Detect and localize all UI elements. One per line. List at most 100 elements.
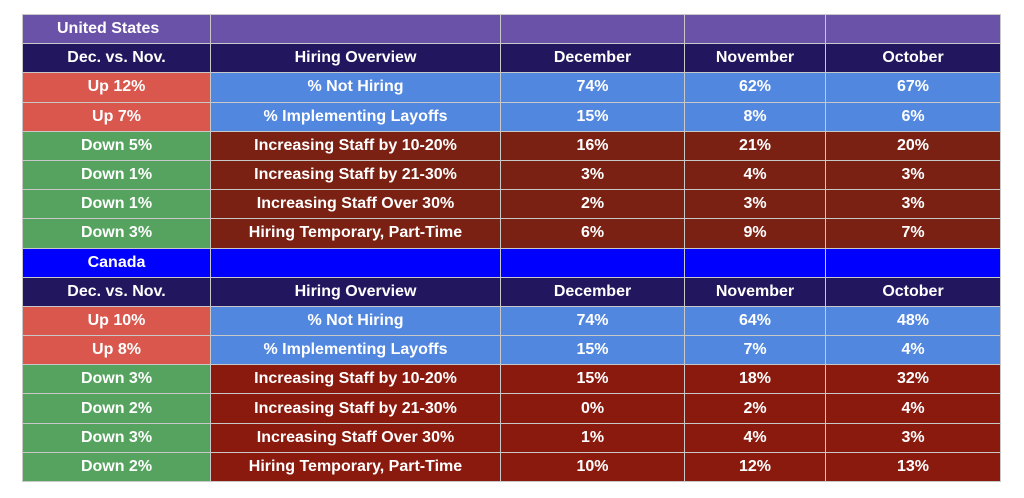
change-cell[interactable]: Down 5%	[22, 130, 211, 161]
table-row: Down 1% Increasing Staff Over 30% 2% 3% …	[22, 189, 1001, 220]
october-cell[interactable]: 4%	[825, 335, 1001, 366]
december-cell[interactable]: 16%	[500, 130, 685, 161]
december-cell[interactable]: 1%	[500, 422, 685, 453]
header-hiring-overview[interactable]: Hiring Overview	[210, 43, 501, 74]
change-cell[interactable]: Up 8%	[22, 335, 211, 366]
region-title-row: United States	[22, 13, 1001, 45]
november-cell[interactable]: 64%	[684, 305, 826, 337]
empty-cell[interactable]	[210, 247, 501, 278]
header-october[interactable]: October	[825, 276, 1001, 307]
metric-cell[interactable]: Increasing Staff by 10-20%	[210, 130, 501, 161]
metric-cell[interactable]: % Implementing Layoffs	[210, 101, 501, 132]
change-cell[interactable]: Down 3%	[22, 218, 211, 249]
table-row: Down 3% Hiring Temporary, Part-Time 6% 9…	[22, 218, 1001, 249]
november-cell[interactable]: 4%	[684, 422, 826, 453]
header-october[interactable]: October	[825, 43, 1001, 74]
october-cell[interactable]: 20%	[825, 130, 1001, 161]
december-cell[interactable]: 6%	[500, 218, 685, 249]
october-cell[interactable]: 13%	[825, 451, 1001, 483]
empty-cell[interactable]	[825, 247, 1001, 278]
change-cell[interactable]: Down 1%	[22, 189, 211, 220]
change-cell[interactable]: Down 1%	[22, 159, 211, 191]
table-row: Down 3% Increasing Staff Over 30% 1% 4% …	[22, 422, 1001, 453]
november-cell[interactable]: 4%	[684, 159, 826, 191]
header-row: Dec. vs. Nov. Hiring Overview December N…	[22, 43, 1001, 74]
table-row: Up 12% % Not Hiring 74% 62% 67%	[22, 72, 1001, 103]
hiring-spreadsheet: United States Dec. vs. Nov. Hiring Overv…	[22, 13, 1001, 483]
metric-cell[interactable]: Increasing Staff Over 30%	[210, 422, 501, 453]
region-title[interactable]: Canada	[22, 247, 211, 278]
metric-cell[interactable]: Increasing Staff by 10-20%	[210, 364, 501, 395]
table-row: Down 2% Increasing Staff by 21-30% 0% 2%…	[22, 393, 1001, 424]
header-row: Dec. vs. Nov. Hiring Overview December N…	[22, 276, 1001, 307]
change-cell[interactable]: Down 2%	[22, 393, 211, 424]
december-cell[interactable]: 15%	[500, 101, 685, 132]
table-row: Down 5% Increasing Staff by 10-20% 16% 2…	[22, 130, 1001, 161]
november-cell[interactable]: 2%	[684, 393, 826, 424]
region-canada: Canada Dec. vs. Nov. Hiring Overview Dec…	[22, 247, 1001, 483]
region-title[interactable]: United States	[22, 13, 211, 45]
december-cell[interactable]: 74%	[500, 72, 685, 103]
december-cell[interactable]: 15%	[500, 364, 685, 395]
empty-cell[interactable]	[500, 13, 685, 45]
october-cell[interactable]: 48%	[825, 305, 1001, 337]
change-cell[interactable]: Down 2%	[22, 451, 211, 483]
november-cell[interactable]: 8%	[684, 101, 826, 132]
october-cell[interactable]: 3%	[825, 422, 1001, 453]
november-cell[interactable]: 3%	[684, 189, 826, 220]
october-cell[interactable]: 4%	[825, 393, 1001, 424]
empty-cell[interactable]	[684, 247, 826, 278]
region-title-row: Canada	[22, 247, 1001, 278]
metric-cell[interactable]: Increasing Staff by 21-30%	[210, 393, 501, 424]
november-cell[interactable]: 62%	[684, 72, 826, 103]
change-cell[interactable]: Down 3%	[22, 364, 211, 395]
october-cell[interactable]: 67%	[825, 72, 1001, 103]
empty-cell[interactable]	[825, 13, 1001, 45]
november-cell[interactable]: 18%	[684, 364, 826, 395]
table-row: Down 2% Hiring Temporary, Part-Time 10% …	[22, 451, 1001, 483]
table-row: Up 8% % Implementing Layoffs 15% 7% 4%	[22, 335, 1001, 366]
metric-cell[interactable]: Hiring Temporary, Part-Time	[210, 218, 501, 249]
december-cell[interactable]: 74%	[500, 305, 685, 337]
change-cell[interactable]: Down 3%	[22, 422, 211, 453]
empty-cell[interactable]	[684, 13, 826, 45]
empty-cell[interactable]	[210, 13, 501, 45]
november-cell[interactable]: 9%	[684, 218, 826, 249]
header-december[interactable]: December	[500, 43, 685, 74]
table-row: Up 10% % Not Hiring 74% 64% 48%	[22, 305, 1001, 337]
october-cell[interactable]: 3%	[825, 159, 1001, 191]
metric-cell[interactable]: Increasing Staff by 21-30%	[210, 159, 501, 191]
header-november[interactable]: November	[684, 276, 826, 307]
change-cell[interactable]: Up 7%	[22, 101, 211, 132]
october-cell[interactable]: 3%	[825, 189, 1001, 220]
change-cell[interactable]: Up 10%	[22, 305, 211, 337]
metric-cell[interactable]: Hiring Temporary, Part-Time	[210, 451, 501, 483]
october-cell[interactable]: 6%	[825, 101, 1001, 132]
november-cell[interactable]: 12%	[684, 451, 826, 483]
december-cell[interactable]: 15%	[500, 335, 685, 366]
table-row: Up 7% % Implementing Layoffs 15% 8% 6%	[22, 101, 1001, 132]
table-row: Down 3% Increasing Staff by 10-20% 15% 1…	[22, 364, 1001, 395]
october-cell[interactable]: 7%	[825, 218, 1001, 249]
change-cell[interactable]: Up 12%	[22, 72, 211, 103]
november-cell[interactable]: 21%	[684, 130, 826, 161]
header-december[interactable]: December	[500, 276, 685, 307]
december-cell[interactable]: 2%	[500, 189, 685, 220]
december-cell[interactable]: 3%	[500, 159, 685, 191]
table-row: Down 1% Increasing Staff by 21-30% 3% 4%…	[22, 159, 1001, 191]
metric-cell[interactable]: % Not Hiring	[210, 305, 501, 337]
header-change[interactable]: Dec. vs. Nov.	[22, 276, 211, 307]
october-cell[interactable]: 32%	[825, 364, 1001, 395]
metric-cell[interactable]: % Implementing Layoffs	[210, 335, 501, 366]
header-change[interactable]: Dec. vs. Nov.	[22, 43, 211, 74]
header-november[interactable]: November	[684, 43, 826, 74]
hiring-table: United States Dec. vs. Nov. Hiring Overv…	[22, 13, 1001, 483]
empty-cell[interactable]	[500, 247, 685, 278]
header-hiring-overview[interactable]: Hiring Overview	[210, 276, 501, 307]
metric-cell[interactable]: Increasing Staff Over 30%	[210, 189, 501, 220]
november-cell[interactable]: 7%	[684, 335, 826, 366]
december-cell[interactable]: 10%	[500, 451, 685, 483]
december-cell[interactable]: 0%	[500, 393, 685, 424]
metric-cell[interactable]: % Not Hiring	[210, 72, 501, 103]
region-united-states: United States Dec. vs. Nov. Hiring Overv…	[22, 13, 1001, 249]
